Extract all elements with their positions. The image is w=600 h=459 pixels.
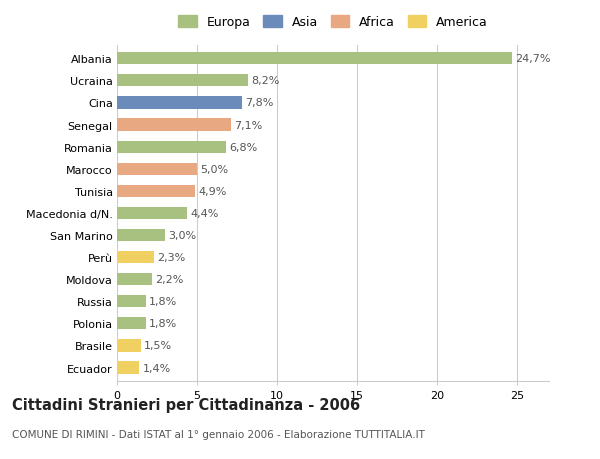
Bar: [117, 274, 152, 285]
Legend: Europa, Asia, Africa, America: Europa, Asia, Africa, America: [174, 12, 492, 33]
Text: 4,9%: 4,9%: [199, 186, 227, 196]
Text: 2,3%: 2,3%: [157, 252, 185, 263]
Bar: [117, 340, 141, 352]
Bar: [117, 362, 139, 374]
Text: 2,2%: 2,2%: [155, 274, 184, 285]
Bar: [117, 119, 230, 131]
Bar: [117, 53, 512, 65]
Bar: [117, 163, 197, 175]
Text: 24,7%: 24,7%: [515, 54, 551, 64]
Bar: [117, 318, 146, 330]
Bar: [117, 185, 196, 197]
Text: COMUNE DI RIMINI - Dati ISTAT al 1° gennaio 2006 - Elaborazione TUTTITALIA.IT: COMUNE DI RIMINI - Dati ISTAT al 1° genn…: [12, 429, 425, 439]
Text: 8,2%: 8,2%: [251, 76, 280, 86]
Bar: [117, 252, 154, 263]
Text: 5,0%: 5,0%: [200, 164, 229, 174]
Text: 4,4%: 4,4%: [191, 208, 219, 218]
Text: Cittadini Stranieri per Cittadinanza - 2006: Cittadini Stranieri per Cittadinanza - 2…: [12, 397, 360, 412]
Bar: [117, 230, 165, 241]
Text: 1,5%: 1,5%: [144, 341, 172, 351]
Text: 1,4%: 1,4%: [143, 363, 171, 373]
Bar: [117, 97, 242, 109]
Bar: [117, 207, 187, 219]
Text: 3,0%: 3,0%: [168, 230, 196, 241]
Text: 1,8%: 1,8%: [149, 297, 177, 307]
Bar: [117, 141, 226, 153]
Text: 7,8%: 7,8%: [245, 98, 274, 108]
Text: 7,1%: 7,1%: [234, 120, 262, 130]
Text: 1,8%: 1,8%: [149, 319, 177, 329]
Text: 6,8%: 6,8%: [229, 142, 257, 152]
Bar: [117, 75, 248, 87]
Bar: [117, 296, 146, 308]
